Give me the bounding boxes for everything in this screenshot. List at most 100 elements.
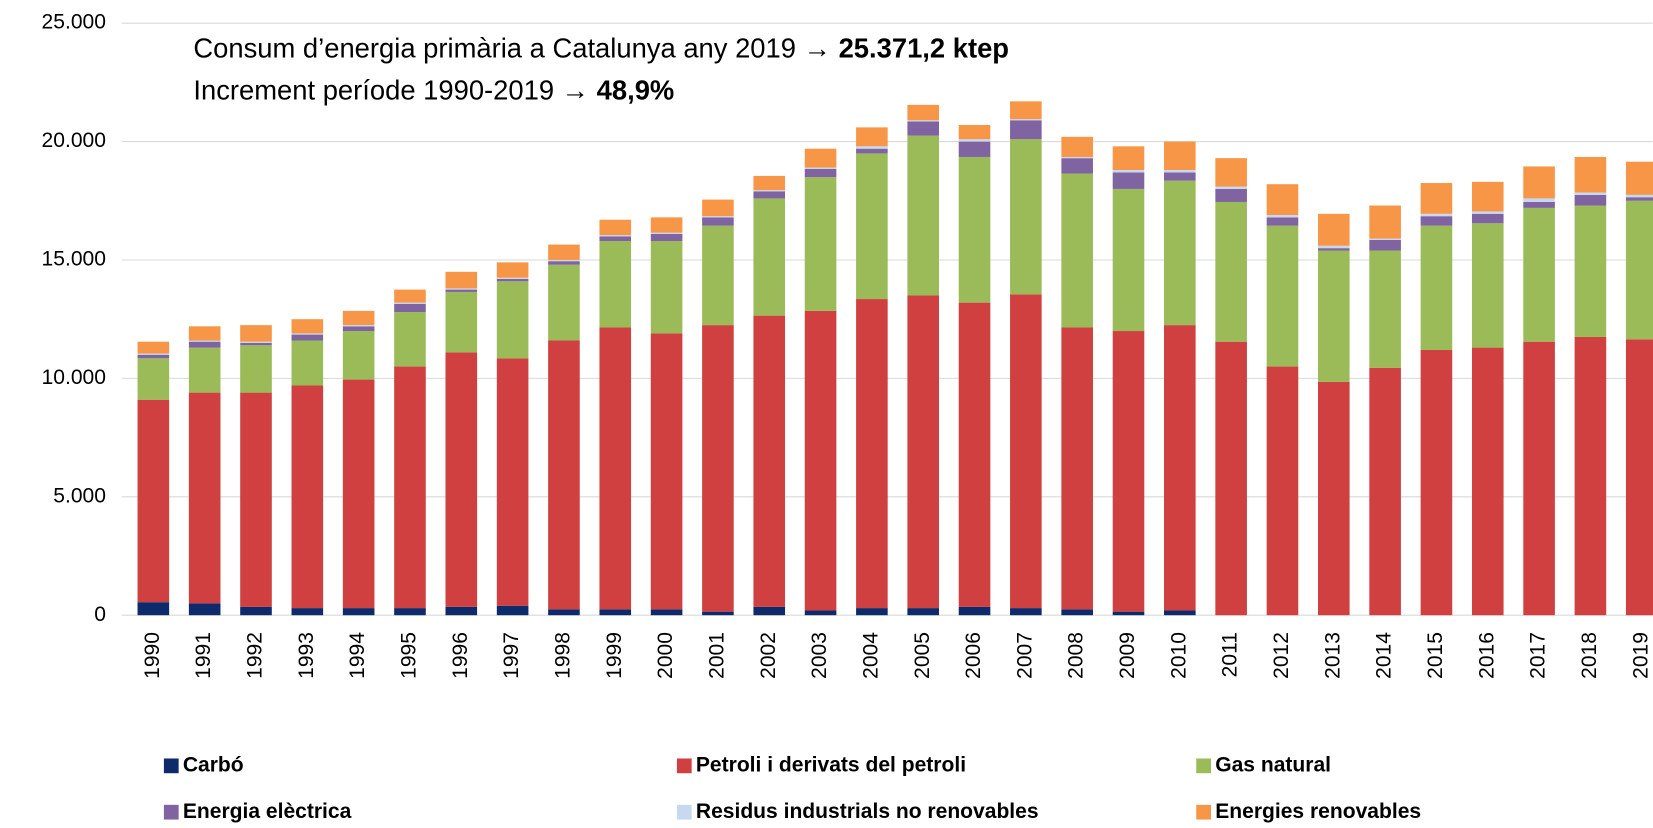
title-line: Increment període 1990-2019 → 48,9% — [193, 75, 674, 106]
bar-segment — [1266, 184, 1299, 215]
legend-label: Energies renovables — [1215, 800, 1421, 823]
bar-segment — [907, 295, 940, 609]
bar-segment — [1317, 250, 1350, 382]
bar-segment — [1112, 169, 1145, 173]
bar-segment — [548, 609, 580, 616]
x-tick-label: 1992 — [244, 632, 267, 679]
legend-label: Residus industrials no renovables — [696, 800, 1039, 823]
bar-segment — [650, 233, 683, 242]
bar-segment — [342, 326, 375, 332]
y-tick-label: 20.000 — [42, 129, 106, 152]
legend-label: Energia elèctrica — [183, 800, 352, 823]
bar-segment — [856, 127, 888, 147]
bar-segment — [702, 611, 734, 616]
x-tick-label: 2016 — [1475, 632, 1498, 679]
bar-segment — [496, 358, 529, 606]
bar-segment — [1625, 200, 1653, 340]
bar-segment — [1061, 156, 1093, 159]
x-tick-label: 2012 — [1270, 632, 1293, 679]
bar-segment — [650, 609, 683, 616]
bar-segment — [1369, 250, 1401, 368]
bar-segment — [1574, 156, 1607, 193]
bar-segment — [1112, 146, 1145, 170]
x-tick-label: 2006 — [962, 632, 985, 679]
bar-segment — [1061, 327, 1093, 610]
bar-segment — [137, 358, 170, 400]
bar-segment — [240, 345, 272, 393]
x-tick-label: 1990 — [141, 632, 164, 679]
bar-segment — [1625, 161, 1653, 195]
x-tick-label: 2008 — [1065, 632, 1088, 679]
bar-segment — [1112, 331, 1145, 612]
bar-segment — [445, 288, 478, 290]
bar-segment — [496, 262, 529, 278]
bar-segment — [599, 609, 632, 616]
bar-segment — [445, 352, 478, 607]
bar-segment — [394, 608, 426, 616]
bar-segment — [137, 354, 170, 359]
bar-segment — [188, 341, 221, 348]
bar-segment — [1471, 181, 1504, 212]
x-tick-label: 2007 — [1013, 632, 1036, 679]
bar-segment — [1574, 205, 1607, 337]
bar-segment — [804, 168, 837, 178]
bar-segment — [291, 333, 324, 335]
bar-segment — [342, 310, 375, 326]
bar-segment — [1317, 248, 1350, 251]
bar-segment — [856, 299, 888, 609]
bar-segment — [599, 327, 632, 610]
x-tick-label: 2002 — [757, 632, 780, 679]
x-tick-label: 2003 — [808, 632, 831, 679]
x-tick-label: 2011 — [1219, 632, 1242, 677]
bar-segment — [958, 141, 991, 157]
bar-segment — [240, 392, 272, 607]
bar-segment — [445, 271, 478, 289]
bar-segment — [1420, 213, 1453, 217]
bar-segment — [958, 606, 991, 616]
bar-segment — [445, 291, 478, 353]
bar-segment — [1523, 207, 1555, 342]
bar-segment — [394, 312, 426, 367]
x-tick-label: 1993 — [295, 632, 318, 679]
bar-segment — [1215, 158, 1247, 187]
title-line: Consum d’energia primària a Catalunya an… — [193, 33, 1009, 64]
bar-segment — [650, 232, 683, 234]
legend-swatch — [1196, 804, 1212, 820]
x-tick-label: 1995 — [398, 632, 421, 679]
x-tick-label: 1991 — [192, 632, 215, 679]
bar-segment — [1625, 197, 1653, 201]
bar-segment — [1164, 610, 1196, 616]
bar-segment — [1215, 341, 1247, 616]
bar-segment — [548, 244, 580, 260]
bar-segment — [753, 175, 786, 191]
bar-segment — [1317, 381, 1350, 616]
bar-segment — [1523, 166, 1555, 199]
bar-segment — [804, 177, 837, 311]
bar-segment — [291, 334, 324, 341]
bar-segment — [1215, 188, 1247, 202]
x-tick-label: 2019 — [1629, 632, 1652, 679]
bar-segment — [1420, 183, 1453, 214]
bar-segment — [1164, 325, 1196, 611]
bar-segment — [753, 606, 786, 616]
x-tick-label: 1996 — [449, 632, 472, 679]
bar-segment — [291, 319, 324, 334]
bar-segment — [1625, 339, 1653, 616]
bar-segment — [188, 326, 221, 341]
bar-segment — [188, 340, 221, 342]
legend-swatch — [1196, 758, 1212, 774]
bar-segment — [1266, 366, 1299, 616]
bar-segment — [1061, 609, 1093, 616]
bar-segment — [804, 148, 837, 168]
legend-swatch — [163, 758, 179, 774]
legend-swatch — [676, 758, 692, 774]
bar-segment — [240, 341, 272, 343]
bar-segment — [1010, 608, 1042, 616]
legend-swatch — [676, 804, 692, 820]
bar-segment — [496, 277, 529, 279]
bar-segment — [702, 199, 734, 217]
bar-segment — [1420, 216, 1453, 226]
bar-segment — [342, 608, 375, 616]
bar-segment — [240, 342, 272, 346]
bar-segment — [958, 302, 991, 607]
